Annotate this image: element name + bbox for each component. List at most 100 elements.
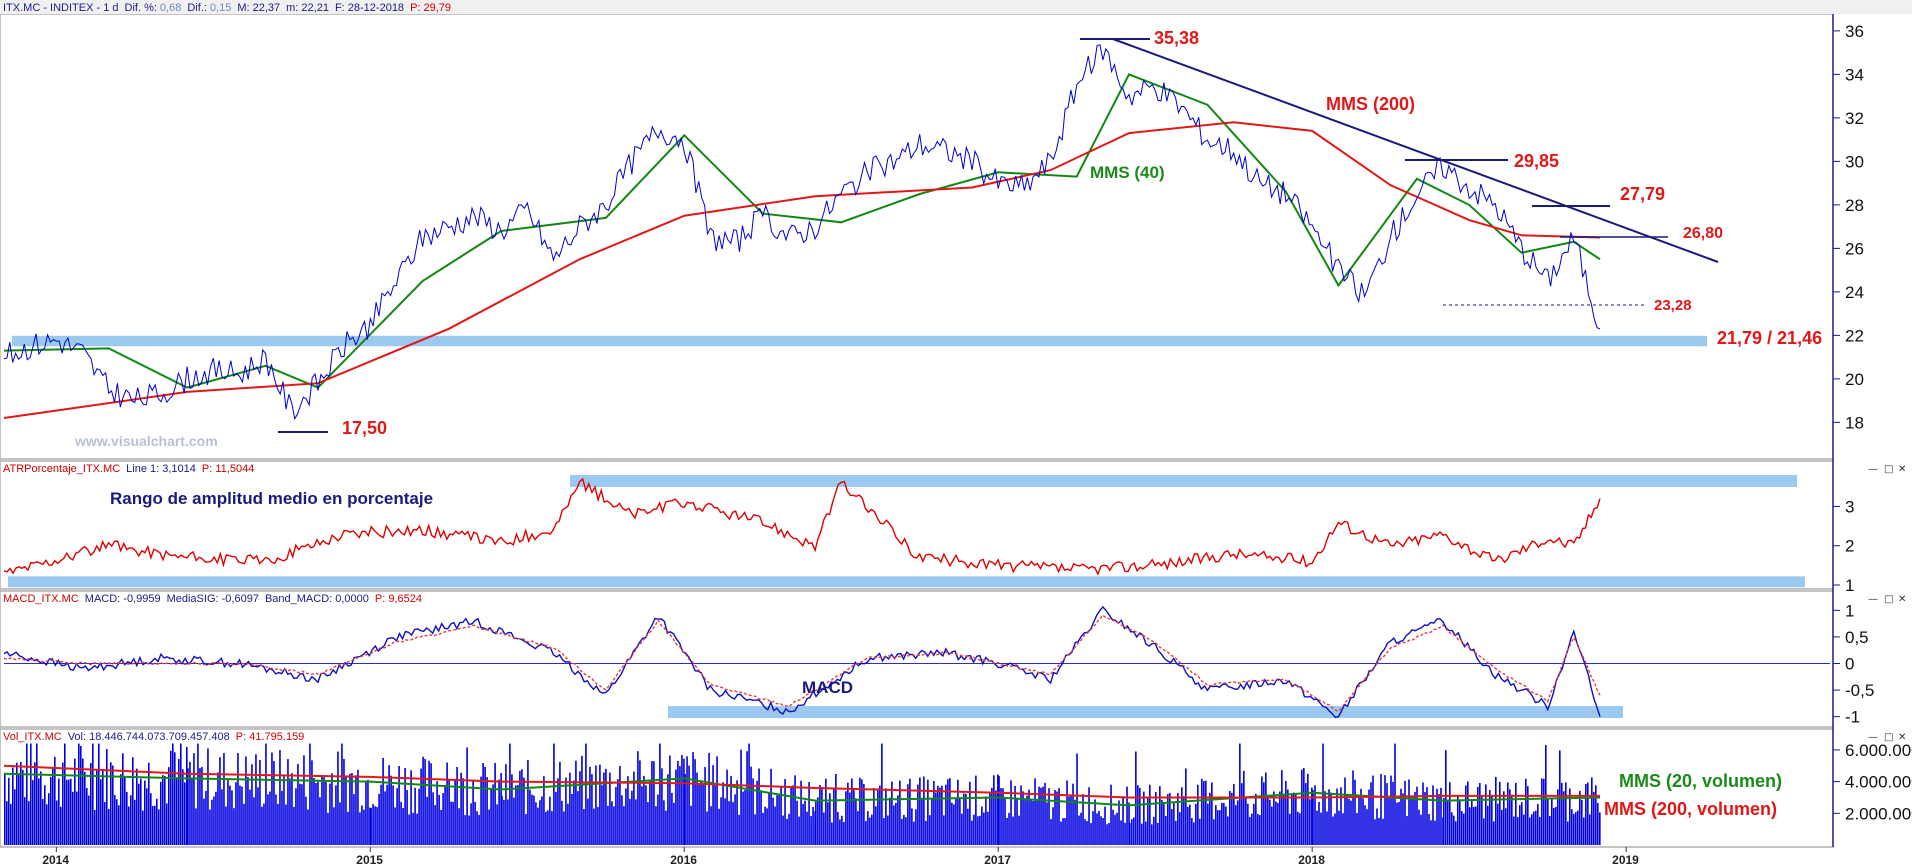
volume-bar [587,798,589,845]
volume-bar [1078,815,1080,845]
volume-bar [498,779,500,845]
volume-bar [907,784,909,845]
volume-bar [593,808,595,845]
minimize-icon[interactable]: — [1868,732,1878,743]
volume-bar [1211,782,1213,845]
volume-bar [778,793,780,845]
y-tick-label: 6.000.000 [1845,741,1912,760]
volume-bar [273,761,275,845]
volume-bar [1064,818,1066,845]
volume-bar [845,791,847,845]
volume-bar [911,808,913,845]
volume-bar [815,801,817,845]
volume-bar [965,793,967,845]
volume-bar [1561,782,1563,845]
volume-bar [48,793,50,845]
volume-bar [808,782,810,845]
volume-bar [1320,812,1322,845]
macd-window-buttons[interactable]: — □ ✕ [1868,594,1906,605]
volume-bar [329,783,331,845]
volume-bar [899,780,901,845]
volume-bar [494,762,496,845]
volume-bar [1118,800,1120,845]
volume-bar [1181,787,1183,845]
volume-bar [756,780,758,845]
volume-bar [430,763,432,845]
volume-bar [12,767,14,845]
volume-bar [667,774,669,845]
volume-bar [64,743,66,845]
volume-window-buttons[interactable]: — □ ✕ [1868,732,1906,743]
volume-bar [565,777,567,845]
series-line-mms-200-volumen [3,764,1600,799]
close-icon[interactable]: ✕ [1898,594,1906,605]
volume-bar [122,753,124,845]
maximize-icon[interactable]: □ [1884,464,1893,475]
volume-bar [1217,810,1219,845]
volume-bar [293,807,295,845]
volume-bar [20,761,22,845]
volume-bar [40,771,42,845]
volume-bar [575,760,577,845]
volume-bar [323,775,325,845]
volume-bar [951,802,953,845]
volume-bar [945,784,947,845]
close-icon[interactable]: ✕ [1898,732,1906,743]
volume-bar [1131,819,1133,845]
annotation-vol-ma20: MMS (20, volumen) [1619,771,1782,791]
volume-bar [1428,814,1430,845]
volume-bar [243,803,245,845]
volume-bar [704,767,706,845]
volume-bar [762,812,764,845]
y-tick-label: 3 [1845,497,1854,516]
volume-bar [690,805,692,845]
volume-bar [1511,794,1513,845]
volume-bar [1410,796,1412,845]
volume-bar [931,798,933,845]
volume-bar [265,743,267,845]
volume-bar [207,748,209,845]
maximize-icon[interactable]: □ [1884,732,1893,743]
volume-bar [490,788,492,845]
maximize-icon[interactable]: □ [1884,594,1893,605]
volume-bar [599,764,601,845]
series-line-precio [3,44,1601,421]
volume-bar [1233,783,1235,845]
volume-bar [1420,814,1422,845]
volume-bar [468,815,470,845]
volume-bar [1301,769,1303,845]
volume-bar [1316,810,1318,845]
volume-bar [1497,803,1499,845]
volume-bar [1002,788,1004,845]
volume-bar [186,746,188,845]
volume-bar [563,811,565,845]
minimize-icon[interactable]: — [1868,464,1878,475]
volume-bar [621,795,623,845]
volume-bar [172,743,174,845]
volume-bar [1344,777,1346,845]
minimize-icon[interactable]: — [1868,594,1878,605]
volume-bar [60,806,62,845]
volume-bar [997,774,999,845]
volume-bar [1143,791,1145,845]
volume-bar [1235,805,1237,845]
volume-bar [1571,809,1573,845]
volume-bar [126,791,128,845]
volume-bar [191,778,193,845]
volume-bar [531,794,533,845]
volume-bar [259,759,261,845]
volume-bar [400,801,402,845]
volume-bar [679,766,681,845]
atr-window-buttons[interactable]: — □ ✕ [1868,464,1906,475]
volume-bar [1205,780,1207,845]
volume-bar [158,809,160,845]
volume-bar [819,784,821,845]
volume-bar [416,813,418,845]
volume-bar [1257,814,1259,845]
volume-bar [1225,806,1227,845]
volume-bar [1074,799,1076,845]
close-icon[interactable]: ✕ [1898,464,1906,475]
volume-bar [501,795,503,845]
volume-bar [72,791,74,845]
volume-bar [189,761,191,845]
